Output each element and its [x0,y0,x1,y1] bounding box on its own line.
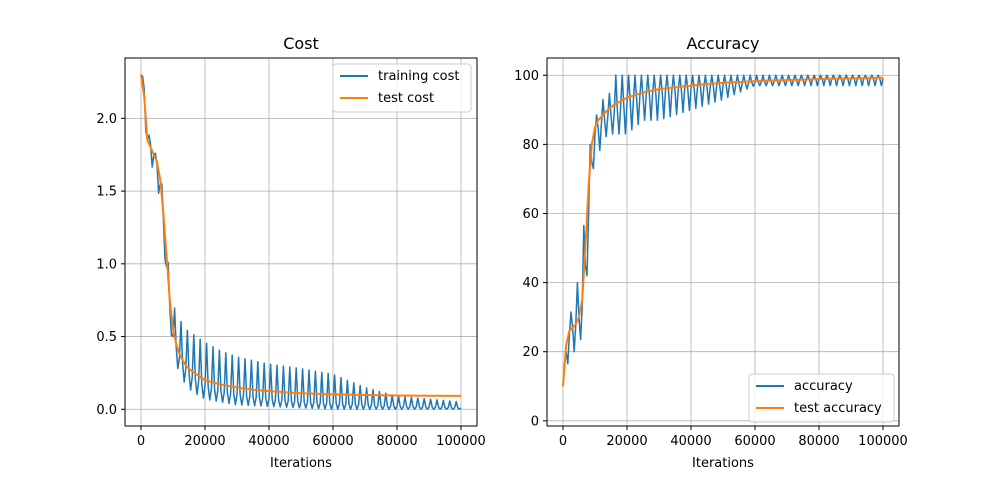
cost-y-tick-label: 1.0 [96,257,117,272]
accuracy-y-tick-label: 0 [531,414,539,429]
cost-x-ticks: 0 20000 40000 60000 80000 100000 [137,426,486,449]
cost-chart: Cost 0 20000 40000 60000 80000 100000 0.0 0.5 1… [96,34,486,471]
cost-x-tick-label: 40000 [248,434,289,449]
cost-y-ticks: 0.0 0.5 1.0 1.5 2.0 [96,112,125,418]
accuracy-y-tick-label: 60 [522,207,539,222]
cost-series [140,74,462,411]
accuracy-y-tick-label: 80 [522,138,539,153]
accuracy-series-test-line [562,76,884,387]
cost-legend: training cost test cost [332,63,472,113]
accuracy-y-tick-label: 20 [522,345,539,360]
accuracy-x-tick-label: 0 [559,434,567,449]
accuracy-grid [547,58,899,426]
accuracy-y-tick-label: 100 [514,69,539,84]
accuracy-legend-box [748,373,895,423]
cost-y-tick-label: 0.0 [96,403,117,418]
cost-x-tick-label: 60000 [312,434,353,449]
cost-x-tick-label: 80000 [376,434,417,449]
accuracy-x-tick-label: 60000 [734,434,775,449]
cost-legend-label-training: training cost [378,69,459,84]
accuracy-legend-label-accuracy: accuracy [794,379,853,394]
cost-grid [125,58,477,426]
accuracy-x-tick-label: 40000 [670,434,711,449]
accuracy-chart: Accuracy 0 20000 40000 60000 80000 100000 0 20… [514,34,908,471]
cost-y-tick-label: 0.5 [96,330,117,345]
cost-y-tick-label: 1.5 [96,185,117,200]
accuracy-x-axis-label: Iterations [692,456,754,471]
cost-series-test-line [140,74,462,397]
cost-chart-title: Cost [283,34,319,53]
accuracy-legend: accuracy test accuracy [748,373,895,423]
accuracy-plot-frame [546,57,900,427]
cost-series-primary-line [140,74,462,411]
cost-x-tick-label: 0 [137,434,145,449]
accuracy-x-tick-label: 100000 [858,434,908,449]
cost-x-axis-label: Iterations [270,456,332,471]
cost-x-tick-label: 100000 [436,434,486,449]
cost-legend-label-test: test cost [378,91,434,106]
accuracy-y-ticks: 0 20 40 60 80 100 [514,69,547,429]
accuracy-y-tick-label: 40 [522,276,539,291]
accuracy-x-ticks: 0 20000 40000 60000 80000 100000 [559,426,908,449]
accuracy-chart-title: Accuracy [686,34,759,53]
accuracy-x-tick-label: 20000 [606,434,647,449]
accuracy-legend-label-test: test accuracy [794,401,882,416]
accuracy-series-primary-line [562,74,884,387]
cost-plot-frame [124,57,478,427]
accuracy-series [562,74,884,387]
cost-y-tick-label: 2.0 [96,112,117,127]
accuracy-x-tick-label: 80000 [798,434,839,449]
cost-x-tick-label: 20000 [184,434,225,449]
